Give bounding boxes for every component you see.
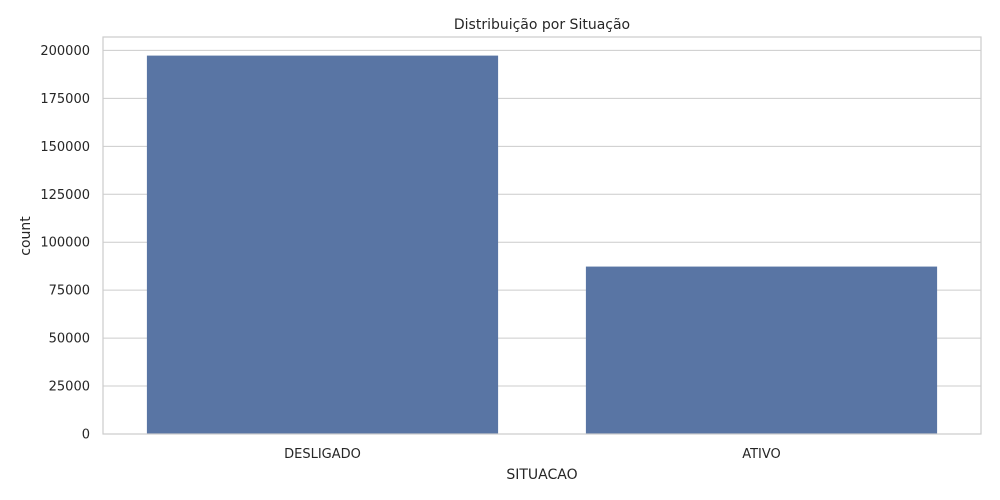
bar-desligado — [146, 55, 499, 434]
x-tick-labels: DESLIGADO ATIVO — [284, 447, 781, 462]
y-tick-label: 50000 — [49, 332, 90, 347]
y-tick-label: 75000 — [49, 284, 90, 299]
x-tick-label: ATIVO — [742, 447, 781, 462]
x-axis-label: SITUACAO — [506, 467, 577, 483]
bars-layer — [146, 55, 938, 434]
y-tick-labels: 0 25000 50000 75000 100000 125000 150000 175000… — [40, 44, 90, 443]
x-tick-label: DESLIGADO — [284, 447, 361, 462]
y-tick-label: 175000 — [40, 92, 90, 107]
y-tick-label: 100000 — [40, 236, 90, 251]
y-axis-label: count — [18, 216, 34, 256]
bar-ativo — [585, 266, 938, 434]
y-tick-label: 200000 — [40, 44, 90, 59]
y-tick-label: 25000 — [49, 380, 90, 395]
y-tick-label: 0 — [82, 428, 90, 443]
plot-frame — [102, 36, 982, 435]
y-tick-label: 150000 — [40, 140, 90, 155]
y-tick-label: 125000 — [40, 188, 90, 203]
chart-title: Distribuição por Situação — [454, 17, 630, 33]
